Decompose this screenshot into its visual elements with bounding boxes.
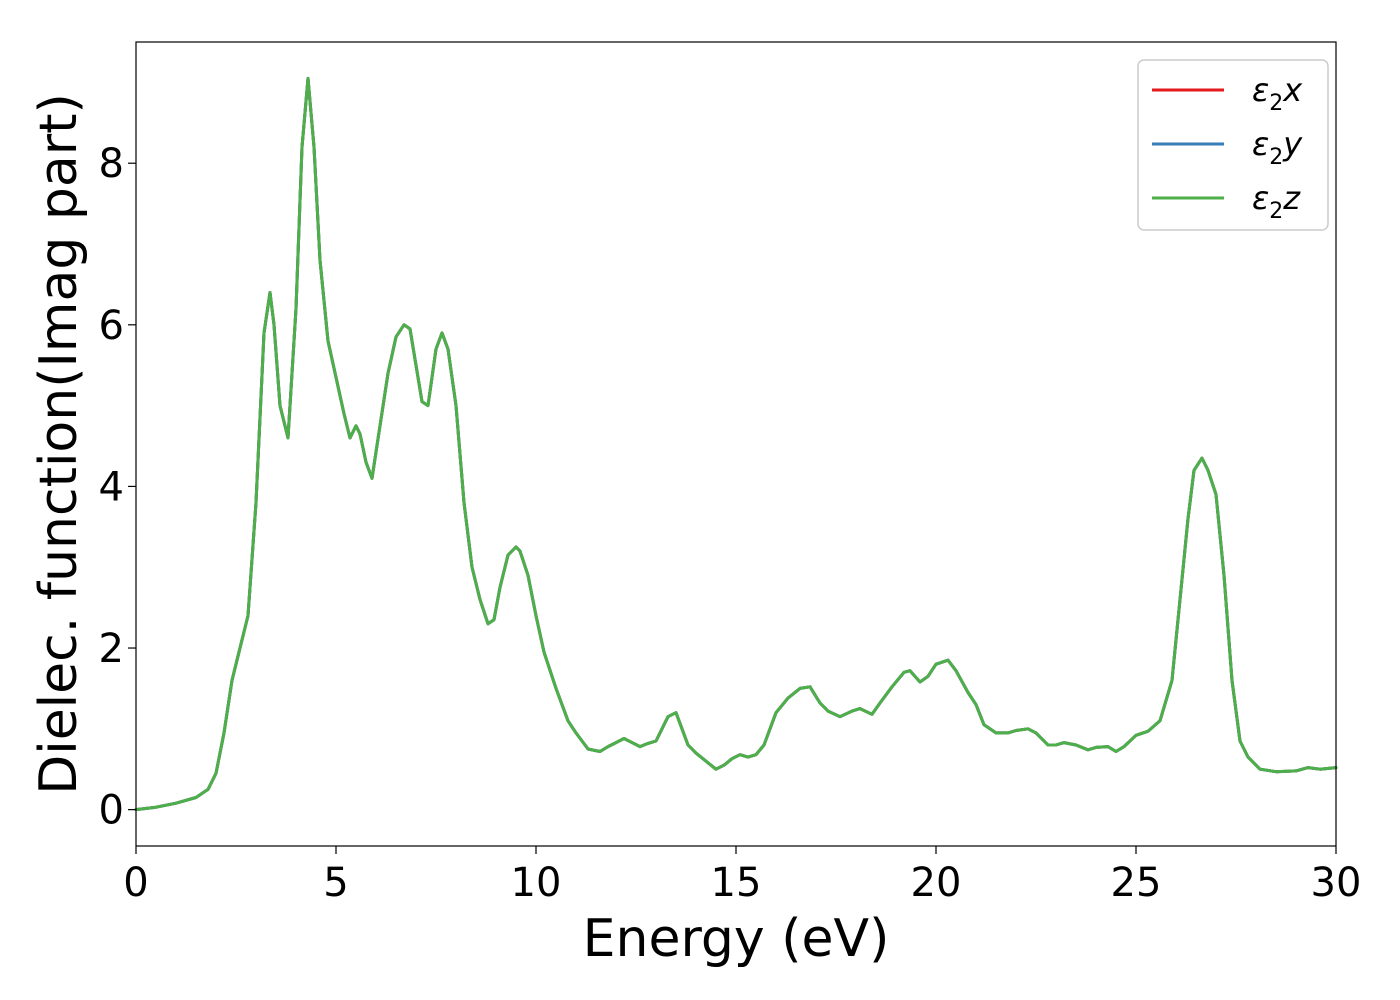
y-tick-label: 0 (99, 788, 124, 834)
y-axis-ticks: 0 2 4 6 8 (99, 141, 136, 834)
x-axis-ticks: 0 5 10 15 20 25 30 (123, 846, 1361, 906)
x-tick-label: 30 (1311, 860, 1362, 906)
series-line-e2z (134, 76, 1338, 812)
y-tick-label: 2 (99, 626, 124, 672)
x-tick-label: 5 (323, 860, 348, 906)
x-tick-label: 0 (123, 860, 148, 906)
y-tick-label: 6 (99, 303, 124, 349)
legend-label-e2z: ε2z (1252, 179, 1301, 224)
y-tick-label: 4 (99, 464, 124, 510)
x-tick-label: 15 (711, 860, 762, 906)
series-layer (134, 76, 1338, 812)
legend-box (1137, 59, 1329, 231)
legend-label-e2x: ε2x (1252, 71, 1303, 116)
legend-label-e2y: ε2y (1252, 125, 1303, 170)
y-axis-title: Dielec. function(Imag part) (29, 93, 89, 795)
x-tick-label: 25 (1111, 860, 1162, 906)
x-tick-label: 20 (911, 860, 962, 906)
legend: ε2x ε2y ε2z (1137, 59, 1329, 231)
x-tick-label: 10 (511, 860, 562, 906)
y-tick-label: 8 (99, 141, 124, 187)
x-axis-title: Energy (eV) (583, 909, 890, 969)
